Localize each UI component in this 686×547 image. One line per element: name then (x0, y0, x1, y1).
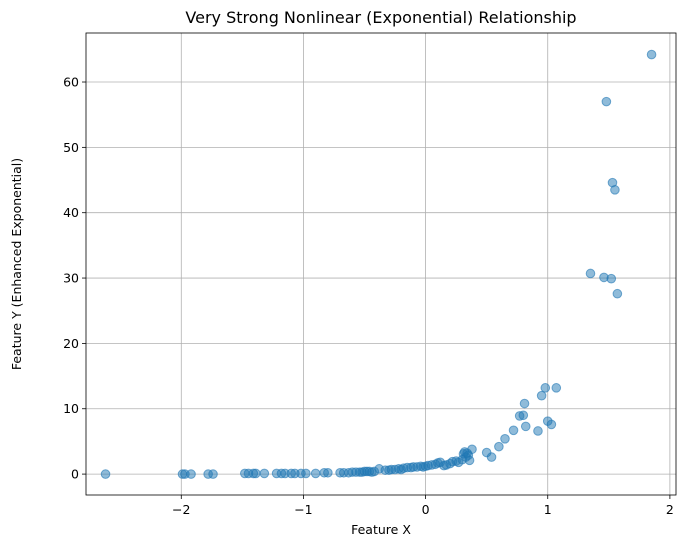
x-tick-label: 1 (544, 502, 552, 517)
data-point (646, 49, 657, 60)
data-point (612, 288, 623, 299)
data-point (606, 273, 617, 284)
data-point (100, 469, 111, 479)
data-point (536, 390, 547, 401)
data-points (100, 49, 657, 479)
y-tick-label: 60 (63, 75, 79, 90)
data-point (533, 426, 543, 436)
data-point (494, 441, 504, 452)
y-tick-label: 30 (63, 271, 79, 286)
x-tick-label: 0 (422, 502, 430, 517)
y-tick-label: 10 (63, 401, 79, 416)
y-axis-ticks: 0 10 20 30 40 50 60 (63, 75, 86, 482)
data-point (259, 468, 270, 479)
data-point (486, 452, 497, 462)
data-point (546, 419, 557, 430)
data-point (519, 398, 530, 409)
y-tick-label: 20 (63, 336, 79, 351)
chart-title: Very Strong Nonlinear (Exponential) Rela… (185, 8, 576, 27)
data-point (601, 96, 612, 107)
data-point (310, 468, 321, 479)
data-point (301, 468, 311, 479)
x-axis-label: Feature X (351, 522, 411, 537)
x-gridlines (180, 33, 671, 495)
data-point (520, 421, 531, 432)
data-point (467, 444, 477, 455)
x-tick-label: 2 (666, 502, 674, 517)
data-point (610, 185, 620, 195)
data-point (500, 434, 510, 444)
data-point (540, 383, 551, 393)
data-point (585, 268, 596, 279)
data-point (518, 410, 529, 421)
data-point (464, 455, 475, 466)
data-point (508, 425, 519, 436)
data-point (551, 383, 562, 393)
x-axis-ticks: −2 −1 0 1 2 (172, 495, 674, 517)
data-point (208, 469, 218, 479)
y-tick-label: 50 (63, 140, 79, 155)
y-gridlines (86, 81, 676, 475)
y-tick-label: 0 (71, 467, 79, 482)
data-point (250, 468, 261, 479)
y-tick-label: 40 (63, 205, 79, 220)
y-axis-label: Feature Y (Enhanced Exponential) (9, 158, 24, 370)
data-point (323, 467, 333, 478)
x-tick-label: −1 (294, 502, 312, 517)
x-tick-label: −2 (172, 502, 190, 517)
data-point (186, 469, 196, 479)
plot-frame (85, 32, 677, 496)
